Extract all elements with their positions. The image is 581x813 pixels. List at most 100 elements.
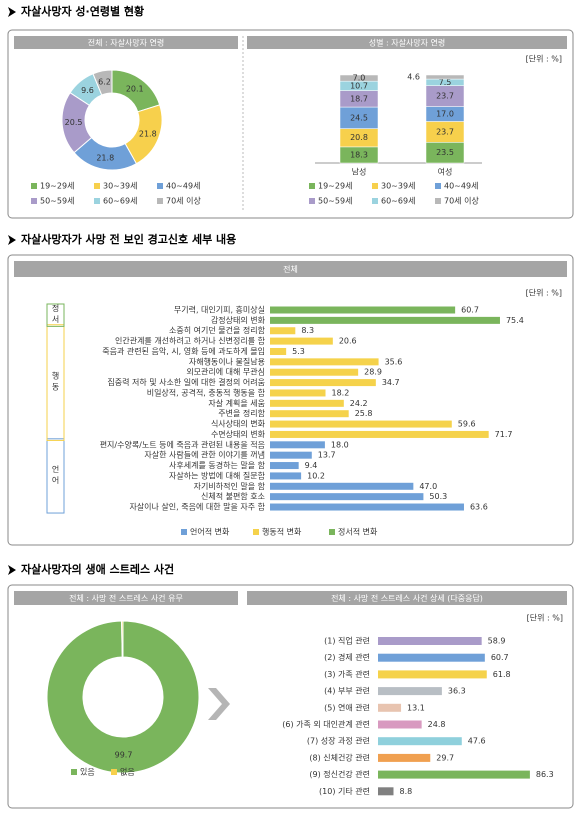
unit-label: [단위 : %]	[527, 613, 563, 623]
legend-swatch	[435, 183, 441, 189]
bar	[378, 737, 462, 746]
legend-swatch	[94, 183, 100, 189]
group-label: 언어	[51, 464, 60, 487]
data-label: 71.7	[495, 430, 513, 439]
category-label: (2) 경제 관련	[324, 652, 370, 662]
category-label: 식사상태의 변화	[211, 419, 266, 429]
bar	[270, 327, 296, 335]
bar	[378, 653, 485, 662]
data-label: 25.8	[355, 409, 373, 418]
bar	[270, 420, 452, 428]
section-heading: 자살사망자가 사망 전 보인 경고신호 세부 내용	[21, 232, 236, 246]
data-label: 8.3	[301, 326, 314, 335]
category-label: (5) 연애 관련	[324, 702, 370, 712]
bar	[270, 462, 299, 470]
donut-slice	[46, 620, 200, 774]
category-label: 신체적 불편함 호소	[201, 491, 265, 501]
legend-label: 19~29세	[318, 182, 352, 191]
data-label: 6.2	[98, 78, 111, 87]
legend-swatch	[435, 198, 441, 204]
legend-swatch	[157, 198, 163, 204]
bar	[378, 687, 442, 696]
bar	[270, 472, 302, 480]
panel-header	[14, 36, 238, 49]
bar	[378, 670, 487, 679]
data-label: 18.0	[331, 440, 349, 449]
category-label: (1) 직업 관련	[324, 636, 370, 646]
group-bracket	[46, 324, 65, 441]
data-label: 5.3	[292, 347, 305, 356]
legend-swatch	[181, 529, 187, 535]
legend-label: 70세 이상	[166, 196, 201, 206]
data-label: 9.4	[305, 461, 318, 470]
bar	[378, 787, 394, 796]
panel-title: 전체	[283, 264, 298, 274]
panel-header	[14, 261, 567, 277]
data-label: 99.7	[115, 750, 133, 759]
group-label: 행동	[51, 371, 60, 394]
data-label: 13.7	[318, 451, 336, 460]
legend-label: 50~59세	[40, 197, 74, 206]
category-label: 자살 계획을 세움	[208, 398, 265, 408]
data-label: 18.7	[350, 94, 368, 103]
legend-swatch	[31, 183, 37, 189]
group-bracket	[46, 438, 65, 514]
x-tick-label: 남성	[352, 168, 367, 177]
arrow	[208, 688, 230, 720]
section-heading: 자살사망자 성·연령별 현황	[21, 4, 144, 18]
unit-label: [단위 : %]	[526, 54, 562, 64]
legend-label: 없음	[120, 768, 135, 777]
bar	[270, 337, 333, 345]
panel-title: 전체 : 사망 전 스트레스 사건 유무	[69, 593, 183, 603]
bar	[270, 410, 349, 418]
legend-swatch	[71, 769, 77, 775]
unit-label: [단위 : %]	[526, 288, 562, 298]
category-label: 감정상태의 변화	[211, 315, 266, 325]
legend-swatch	[329, 529, 335, 535]
legend-label: 있음	[80, 767, 95, 777]
group-bracket	[46, 303, 65, 327]
data-label: 59.6	[458, 420, 476, 429]
data-label: 20.1	[126, 84, 144, 93]
section-box	[7, 254, 574, 546]
legend-label: 19~29세	[40, 182, 74, 191]
panel-title: 전체 : 자살사망자 연령	[88, 38, 165, 48]
category-label: (9) 정신건강 관련	[309, 769, 370, 779]
data-label: 23.7	[436, 92, 454, 101]
data-label: 8.8	[399, 787, 412, 796]
data-label: 58.9	[488, 637, 506, 646]
bar	[270, 368, 359, 376]
panel-title: 전체 : 사망 전 스트레스 사건 상세 (다중응답)	[331, 593, 483, 603]
category-label: 사후세계를 동경하는 말을 함	[169, 460, 266, 470]
category-label: (6) 가족 외 대인관계 관련	[282, 719, 370, 729]
bar	[378, 753, 431, 762]
bar	[270, 316, 500, 324]
bar	[270, 451, 312, 459]
category-label: (7) 성장 과정 관련	[307, 736, 370, 746]
panel-header	[247, 591, 567, 605]
legend-label: 60~69세	[103, 197, 137, 206]
legend-label: 40~49세	[166, 182, 200, 191]
category-label: (4) 부부 관련	[324, 686, 370, 696]
data-label: 24.2	[350, 399, 368, 408]
bar	[378, 770, 530, 779]
category-label: 무기력, 대인기피, 흥미상실	[174, 305, 265, 315]
data-label: 17.0	[436, 109, 454, 118]
bar	[378, 720, 422, 729]
category-label: 집중력 저하 및 사소한 일에 대한 결정의 어려움	[107, 377, 265, 387]
bar	[270, 358, 379, 366]
category-label: 자살한 사람들에 관한 이야기를 꺼냄	[144, 450, 265, 460]
data-label: 13.1	[407, 703, 425, 712]
data-label: 21.8	[96, 153, 114, 162]
bar	[270, 441, 325, 449]
data-label: 23.7	[436, 127, 454, 136]
bar-segment	[425, 74, 465, 80]
bar	[270, 306, 456, 314]
bar	[378, 637, 482, 645]
legend-swatch	[372, 183, 378, 189]
legend-swatch	[309, 198, 315, 204]
data-label: 47.6	[468, 737, 486, 746]
category-label: 자살하는 방법에 대해 질문함	[169, 470, 266, 480]
legend-swatch	[111, 769, 117, 775]
